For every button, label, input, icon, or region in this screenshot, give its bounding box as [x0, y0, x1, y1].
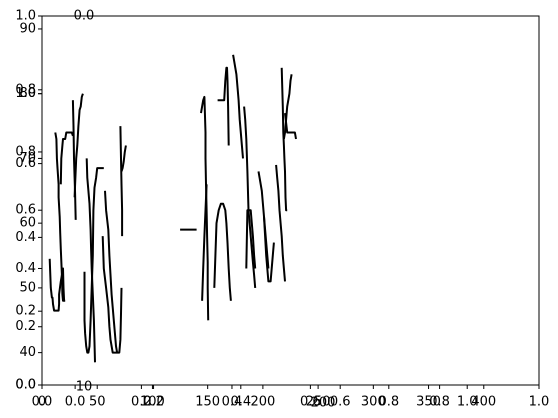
primary-x-tick-label-25: 50 [89, 395, 106, 410]
primary-y-tick-label-33: 40 [19, 345, 36, 360]
primary-x-tick-label-31: 350 [416, 395, 441, 410]
primary-y-tick-label-38: 90 [19, 21, 36, 36]
outer-y-tick-label-8: 0.4 [15, 230, 36, 245]
primary-y-tick-label-36: 70 [19, 151, 36, 166]
primary-y-tick-label-37: 80 [19, 86, 36, 101]
primary-x-tick-label-30: 300 [361, 395, 386, 410]
inner-y-tick-label-14: 0.4 [15, 261, 36, 276]
inner-y-tick-label-13: 0.2 [15, 319, 36, 334]
primary-x-tick-label-26: 100 [140, 395, 165, 410]
top-zero-label-40: 0.0 [74, 9, 95, 24]
inner-x-tick-label-18: 0.0 [65, 395, 86, 410]
stray-label-39: 10 [76, 380, 93, 395]
inner-x-tick-label-20: 0.4 [222, 395, 243, 410]
primary-x-tick-label-24: 0 [38, 395, 46, 410]
stray-label-41: 200 [311, 396, 336, 411]
primary-y-tick-label-34: 50 [19, 280, 36, 295]
primary-x-tick-label-28: 200 [250, 395, 275, 410]
outer-x-tick-label-5: 1.0 [529, 395, 550, 410]
primary-x-tick-label-32: 400 [471, 395, 496, 410]
inner-y-tick-label-12: 0.0 [15, 378, 36, 393]
primary-x-tick-label-27: 150 [195, 395, 220, 410]
outer-y-tick-label-7: 0.2 [15, 304, 36, 319]
primary-y-tick-label-35: 60 [19, 216, 36, 231]
